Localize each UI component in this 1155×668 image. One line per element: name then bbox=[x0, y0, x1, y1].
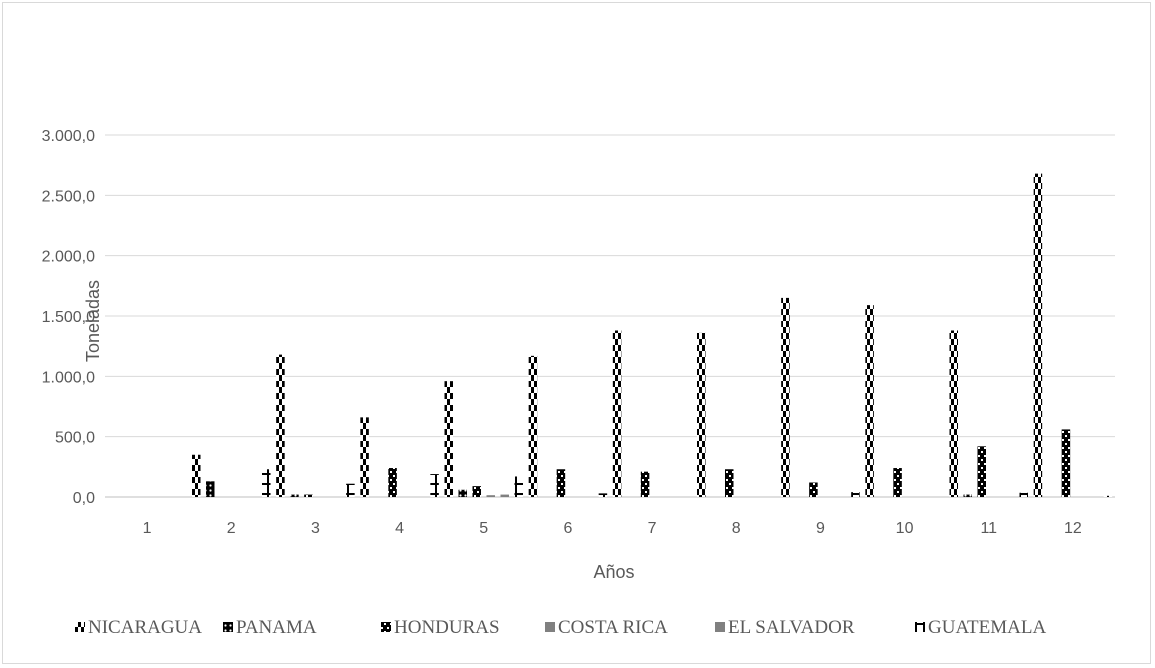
bar-nicaragua bbox=[612, 330, 622, 497]
bar-guatemala bbox=[514, 476, 523, 497]
bar-honduras bbox=[472, 486, 481, 497]
bar-guatemala bbox=[598, 493, 608, 497]
legend-swatch bbox=[715, 622, 725, 632]
bar-honduras bbox=[893, 468, 902, 497]
x-tick-label: 8 bbox=[732, 520, 741, 537]
legend-swatch bbox=[223, 622, 233, 632]
x-tick-label: 7 bbox=[648, 520, 657, 537]
x-tick-labels: 1 2 3 4 5 6 7 8 9 10 11 12 bbox=[143, 520, 1082, 537]
bar-nicaragua bbox=[528, 355, 538, 497]
y-tick-labels: 0,0 500,0 1.000,0 1.500,0 2.000,0 2.500,0 3.00… bbox=[42, 128, 95, 507]
y-tick-label: 2.000,0 bbox=[42, 249, 95, 266]
y-tick-label: 3.000,0 bbox=[42, 128, 95, 145]
y-tick-label: 2.500,0 bbox=[42, 188, 95, 205]
bar-honduras bbox=[1061, 429, 1071, 497]
bar-honduras bbox=[304, 494, 313, 497]
bar-nicaragua bbox=[444, 381, 453, 497]
gridlines bbox=[105, 134, 1115, 498]
bar-honduras bbox=[809, 482, 818, 497]
legend-label: NICARAGUA bbox=[88, 617, 202, 638]
legend-label: HONDURAS bbox=[394, 617, 500, 638]
y-tick-label: 0,0 bbox=[73, 490, 95, 507]
x-tick-label: 3 bbox=[311, 520, 320, 537]
bars bbox=[192, 173, 1113, 497]
x-tick-label: 9 bbox=[816, 520, 825, 537]
bar-honduras bbox=[640, 471, 650, 497]
bar-nicaragua bbox=[1033, 173, 1043, 497]
bar-nicaragua bbox=[697, 332, 706, 497]
x-tick-label: 6 bbox=[563, 520, 572, 537]
bar-el-salvador bbox=[500, 494, 509, 497]
x-tick-label: 4 bbox=[395, 520, 404, 537]
bar-nicaragua bbox=[949, 330, 958, 497]
bar-nicaragua bbox=[865, 305, 874, 497]
legend-swatch bbox=[75, 622, 85, 632]
y-tick-label: 500,0 bbox=[55, 430, 95, 447]
bar-costa-rica bbox=[486, 495, 495, 497]
y-tick-label: 1.000,0 bbox=[42, 369, 95, 386]
y-tick-label: 1.500,0 bbox=[42, 309, 95, 326]
bar-guatemala bbox=[430, 474, 439, 497]
legend-label: GUATEMALA bbox=[928, 617, 1046, 638]
bar-panama bbox=[290, 494, 299, 497]
x-tick-label: 2 bbox=[227, 520, 236, 537]
bar-guatemala bbox=[1019, 492, 1028, 497]
bar-guatemala bbox=[851, 492, 860, 497]
legend: NICARAGUA PANAMA HONDURAS COSTA RICA EL SALV… bbox=[75, 617, 1046, 638]
x-tick-label: 12 bbox=[1064, 520, 1082, 537]
x-tick-label: 5 bbox=[479, 520, 488, 537]
y-axis-title: Toneladas bbox=[83, 280, 103, 362]
bar-honduras bbox=[388, 468, 397, 497]
legend-label: PANAMA bbox=[236, 617, 317, 638]
x-tick-label: 11 bbox=[980, 520, 997, 537]
bar-guatemala bbox=[262, 469, 271, 497]
bar-honduras bbox=[977, 446, 986, 497]
legend-label: COSTA RICA bbox=[558, 617, 668, 638]
x-axis-title: Años bbox=[593, 562, 634, 582]
bar-guatemala bbox=[346, 483, 355, 497]
bar-panama bbox=[206, 481, 215, 497]
x-tick-label: 10 bbox=[896, 520, 914, 537]
legend-swatch bbox=[545, 622, 555, 632]
legend-label: EL SALVADOR bbox=[728, 617, 855, 638]
bar-nicaragua bbox=[360, 417, 369, 497]
bar-honduras bbox=[725, 469, 734, 497]
x-tick-label: 1 bbox=[143, 520, 152, 537]
bar-nicaragua bbox=[781, 297, 790, 497]
bar-guatemala bbox=[1103, 495, 1113, 497]
bar-nicaragua bbox=[276, 354, 285, 497]
bar-nicaragua bbox=[192, 454, 201, 497]
bar-panama bbox=[458, 489, 467, 497]
bar-panama bbox=[963, 494, 972, 497]
bar-chart: 0,0 500,0 1.000,0 1.500,0 2.000,0 2.500,0 3.00… bbox=[42, 128, 1115, 638]
legend-swatch bbox=[915, 622, 925, 632]
bar-honduras bbox=[556, 469, 566, 497]
legend-swatch bbox=[381, 622, 391, 632]
